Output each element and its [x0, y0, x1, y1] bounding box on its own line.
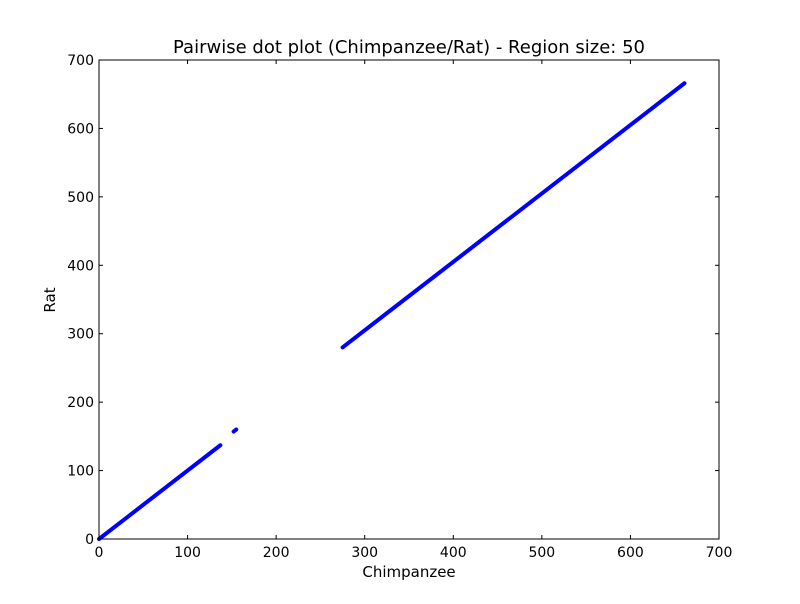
ticks-layer: 0 100 200 300 400 500 600 700 0 100 200 300 400 500 60… [67, 53, 732, 561]
x-tick-label: 600 [617, 545, 644, 561]
y-tick-label: 600 [67, 121, 94, 137]
x-tick-label: 400 [440, 545, 467, 561]
data-layer [97, 81, 687, 541]
y-axis-label: Rat [41, 287, 59, 312]
dot-run-1-2 [231, 427, 239, 434]
x-axis-label: Chimpanzee [362, 563, 455, 581]
y-tick-label: 0 [85, 532, 94, 548]
y-tick-label: 500 [67, 190, 94, 206]
x-tick-label: 100 [174, 545, 201, 561]
dot-run-1-3 [340, 81, 687, 350]
y-tick-label: 100 [67, 464, 94, 480]
x-tick-label: 0 [95, 545, 104, 561]
y-tick-label: 400 [67, 258, 94, 274]
y-tick-label: 700 [67, 53, 94, 69]
x-tick-label: 700 [706, 545, 733, 561]
x-tick-label: 500 [528, 545, 555, 561]
plot-frame [98, 59, 720, 540]
y-tick-label: 200 [67, 395, 94, 411]
dot-run-1-1 [97, 443, 223, 541]
x-tick-label: 200 [263, 545, 290, 561]
chart-title: Pairwise dot plot (Chimpanzee/Rat) - Reg… [173, 37, 645, 58]
x-tick-label: 300 [351, 545, 378, 561]
y-tick-label: 300 [67, 327, 94, 343]
